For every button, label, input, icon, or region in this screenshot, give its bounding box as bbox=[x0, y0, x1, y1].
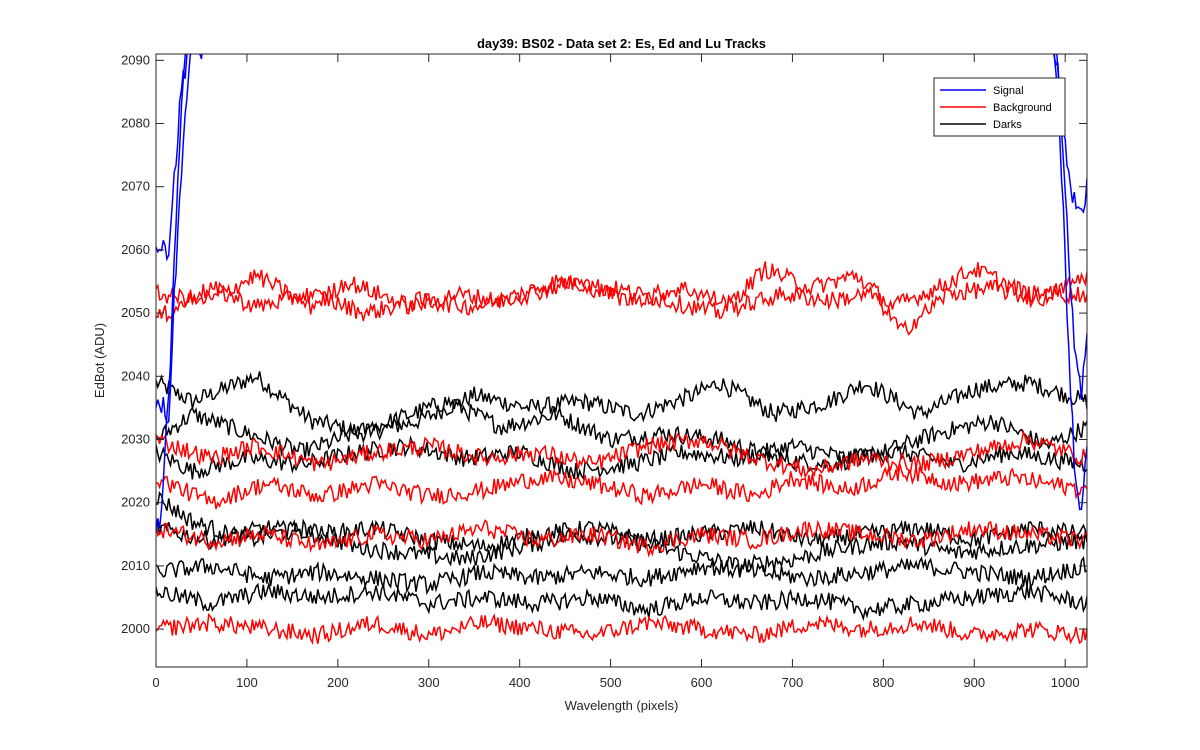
x-tick-label: 100 bbox=[236, 675, 258, 690]
x-tick-label: 600 bbox=[691, 675, 713, 690]
x-tick-label: 200 bbox=[327, 675, 349, 690]
series-line-darks-14 bbox=[156, 555, 1087, 596]
series-line-darks-11 bbox=[156, 435, 1087, 481]
series-line-background-8 bbox=[156, 613, 1087, 645]
y-tick-label: 2000 bbox=[121, 621, 150, 636]
y-ticks: 2000 2010 2020 2030 2040 2050 2060 2070 2080 2090 bbox=[121, 52, 1087, 636]
series-line-darks-9 bbox=[156, 371, 1087, 445]
x-axis-label: Wavelength (pixels) bbox=[565, 698, 679, 713]
x-tick-label: 300 bbox=[418, 675, 440, 690]
series-group bbox=[156, 54, 1087, 645]
x-tick-label: 700 bbox=[782, 675, 804, 690]
x-tick-label: 400 bbox=[509, 675, 531, 690]
series-line-background-3 bbox=[156, 261, 1087, 320]
x-tick-label: 0 bbox=[152, 675, 159, 690]
series-line-darks-15 bbox=[156, 581, 1087, 622]
series-line-background-4 bbox=[156, 271, 1087, 336]
plot-area bbox=[156, 54, 1087, 667]
legend: Signal Background Darks bbox=[933, 77, 1066, 137]
series-line-background-7 bbox=[156, 519, 1087, 558]
series-line-darks-12 bbox=[156, 490, 1087, 575]
x-tick-label: 800 bbox=[872, 675, 894, 690]
chart-title: day39: BS02 - Data set 2: Es, Ed and Lu … bbox=[477, 36, 766, 51]
legend-label: Signal bbox=[993, 85, 1024, 97]
y-tick-label: 2060 bbox=[121, 242, 150, 257]
axes-box bbox=[155, 53, 1088, 668]
series-line-background-6 bbox=[156, 463, 1087, 510]
legend-label: Darks bbox=[993, 119, 1022, 131]
y-tick-label: 2030 bbox=[121, 431, 150, 446]
y-tick-label: 2010 bbox=[121, 558, 150, 573]
x-tick-label: 900 bbox=[963, 675, 985, 690]
x-tick-label: 1000 bbox=[1051, 675, 1080, 690]
y-tick-label: 2020 bbox=[121, 495, 150, 510]
legend-label: Background bbox=[993, 102, 1052, 114]
y-axis-label: EdBot (ADU) bbox=[92, 323, 107, 398]
y-tick-label: 2080 bbox=[121, 116, 150, 131]
x-tick-label: 500 bbox=[600, 675, 622, 690]
y-tick-label: 2090 bbox=[121, 52, 150, 67]
y-tick-label: 2040 bbox=[121, 368, 150, 383]
x-ticks: 0 100 200 300 400 500 600 700 800 900 1000 bbox=[152, 54, 1080, 690]
y-tick-label: 2070 bbox=[121, 179, 150, 194]
series-line-darks-10 bbox=[156, 395, 1087, 473]
y-tick-label: 2050 bbox=[121, 305, 150, 320]
series-line-background-5 bbox=[156, 429, 1087, 479]
